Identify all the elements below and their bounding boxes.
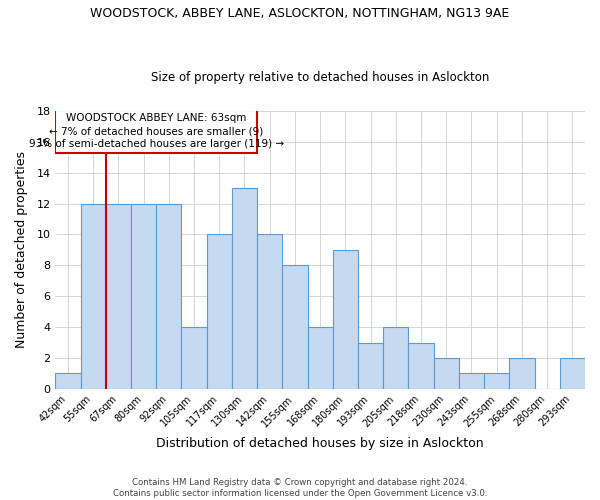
Bar	[358, 342, 383, 389]
Bar	[131, 204, 156, 389]
Bar	[106, 204, 131, 389]
Text: WOODSTOCK ABBEY LANE: 63sqm: WOODSTOCK ABBEY LANE: 63sqm	[66, 113, 247, 123]
Bar	[509, 358, 535, 389]
Bar	[181, 327, 206, 389]
Text: WOODSTOCK, ABBEY LANE, ASLOCKTON, NOTTINGHAM, NG13 9AE: WOODSTOCK, ABBEY LANE, ASLOCKTON, NOTTIN…	[91, 8, 509, 20]
Bar	[383, 327, 409, 389]
Text: Contains HM Land Registry data © Crown copyright and database right 2024.
Contai: Contains HM Land Registry data © Crown c…	[113, 478, 487, 498]
Bar	[333, 250, 358, 389]
Text: 93% of semi-detached houses are larger (119) →: 93% of semi-detached houses are larger (…	[29, 139, 284, 149]
Bar	[156, 204, 181, 389]
Title: Size of property relative to detached houses in Aslockton: Size of property relative to detached ho…	[151, 70, 490, 84]
Text: ← 7% of detached houses are smaller (9): ← 7% of detached houses are smaller (9)	[49, 126, 263, 136]
Bar	[434, 358, 459, 389]
Bar	[206, 234, 232, 389]
Bar	[484, 374, 509, 389]
Bar	[409, 342, 434, 389]
Bar	[459, 374, 484, 389]
Bar	[560, 358, 585, 389]
Bar	[308, 327, 333, 389]
Bar	[283, 266, 308, 389]
Bar	[257, 234, 283, 389]
Bar	[55, 110, 257, 152]
Bar	[232, 188, 257, 389]
Bar	[55, 374, 80, 389]
X-axis label: Distribution of detached houses by size in Aslockton: Distribution of detached houses by size …	[157, 437, 484, 450]
Bar	[80, 204, 106, 389]
Y-axis label: Number of detached properties: Number of detached properties	[15, 152, 28, 348]
